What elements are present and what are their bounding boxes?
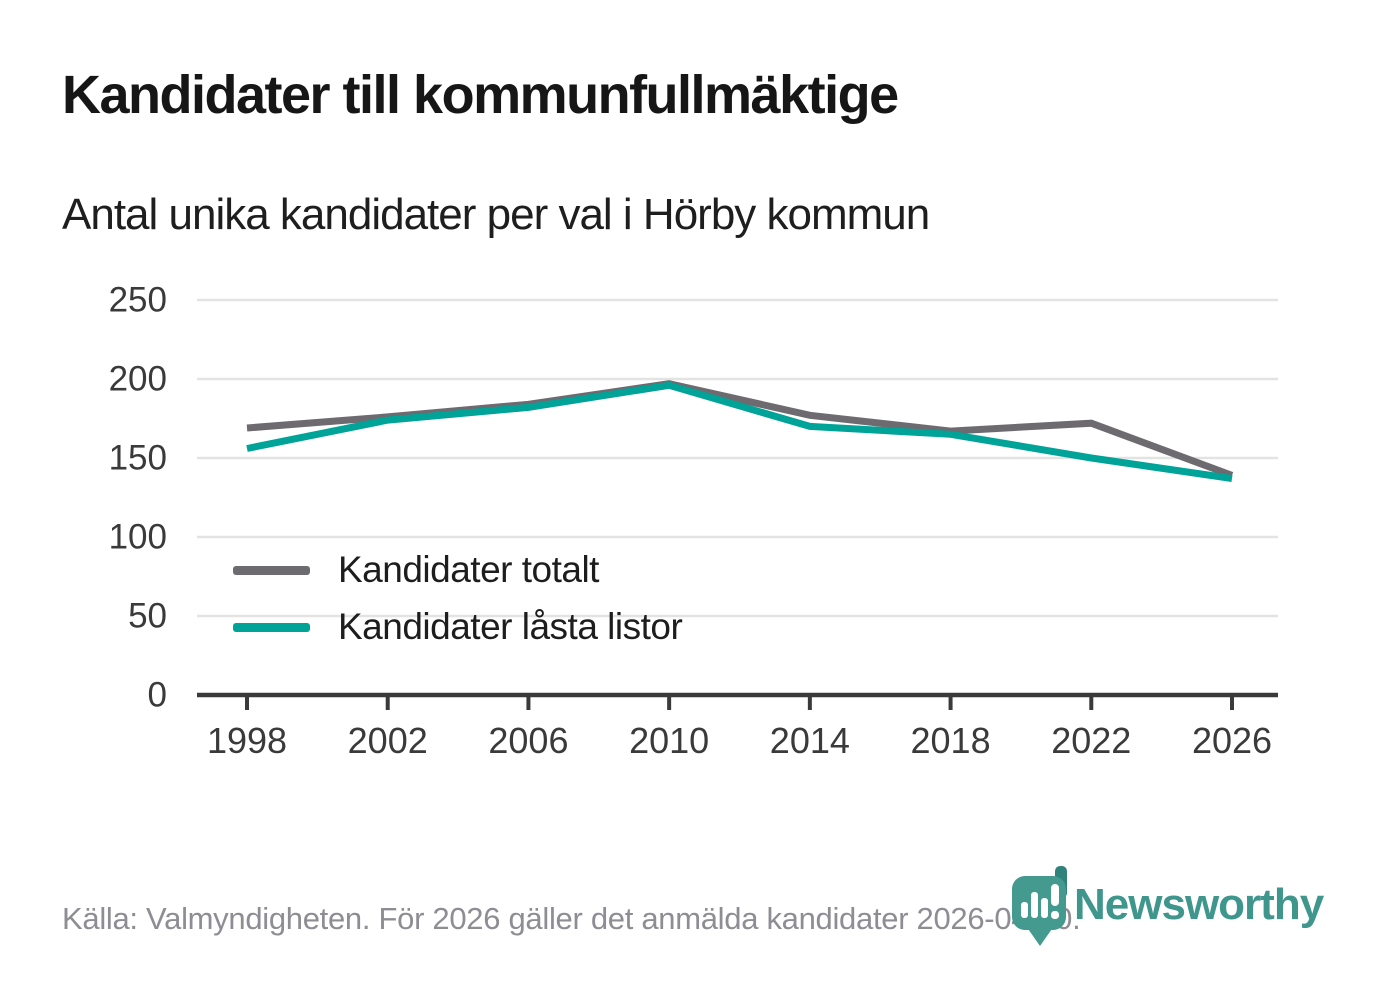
bar-1 <box>1021 902 1028 918</box>
x-axis-label: 2014 <box>770 720 850 761</box>
legend-item: Kandidater låsta listor <box>233 605 683 649</box>
source-note: Källa: Valmyndigheten. För 2026 gäller d… <box>62 901 1081 936</box>
x-axis-label: 2026 <box>1192 720 1272 761</box>
x-axis-label: 2006 <box>488 720 568 761</box>
x-axis-label: 1998 <box>207 720 287 761</box>
bar-2 <box>1031 892 1038 918</box>
y-axis-label: 250 <box>109 281 167 320</box>
chart-subtitle: Antal unika kandidater per val i Hörby k… <box>62 190 930 239</box>
bar-3 <box>1041 898 1048 918</box>
x-axis-label: 2002 <box>348 720 428 761</box>
exclamation-dot <box>1051 911 1059 919</box>
exclamation-bar <box>1051 884 1059 906</box>
x-axis-label: 2018 <box>911 720 991 761</box>
y-axis-label: 50 <box>128 597 167 636</box>
newsworthy-pin-icon <box>1012 866 1067 946</box>
legend-swatch <box>233 622 310 632</box>
y-axis-label: 200 <box>109 360 167 399</box>
legend-item: Kandidater totalt <box>233 548 682 592</box>
legend-swatch <box>233 565 310 575</box>
newsworthy-logo: Newsworthy <box>1008 860 1348 960</box>
legend-label: Kandidater totalt <box>338 549 599 590</box>
y-axis-label: 150 <box>109 439 167 478</box>
legend: Kandidater totalt Kandidater låsta listor <box>233 548 683 649</box>
x-axis-label: 2010 <box>629 720 709 761</box>
series-line-kandidater-l-sta-listor <box>246 381 1233 482</box>
legend-label: Kandidater låsta listor <box>338 606 683 647</box>
x-axis-label: 2022 <box>1051 720 1131 761</box>
series-line-kandidater-totalt <box>246 380 1234 479</box>
newsworthy-wordmark: Newsworthy <box>1074 880 1324 929</box>
y-axis-label: 100 <box>109 518 167 557</box>
y-axis-label: 0 <box>148 676 167 715</box>
chart-title: Kandidater till kommunfullmäktige <box>62 65 899 125</box>
pin-tail <box>1026 926 1054 946</box>
